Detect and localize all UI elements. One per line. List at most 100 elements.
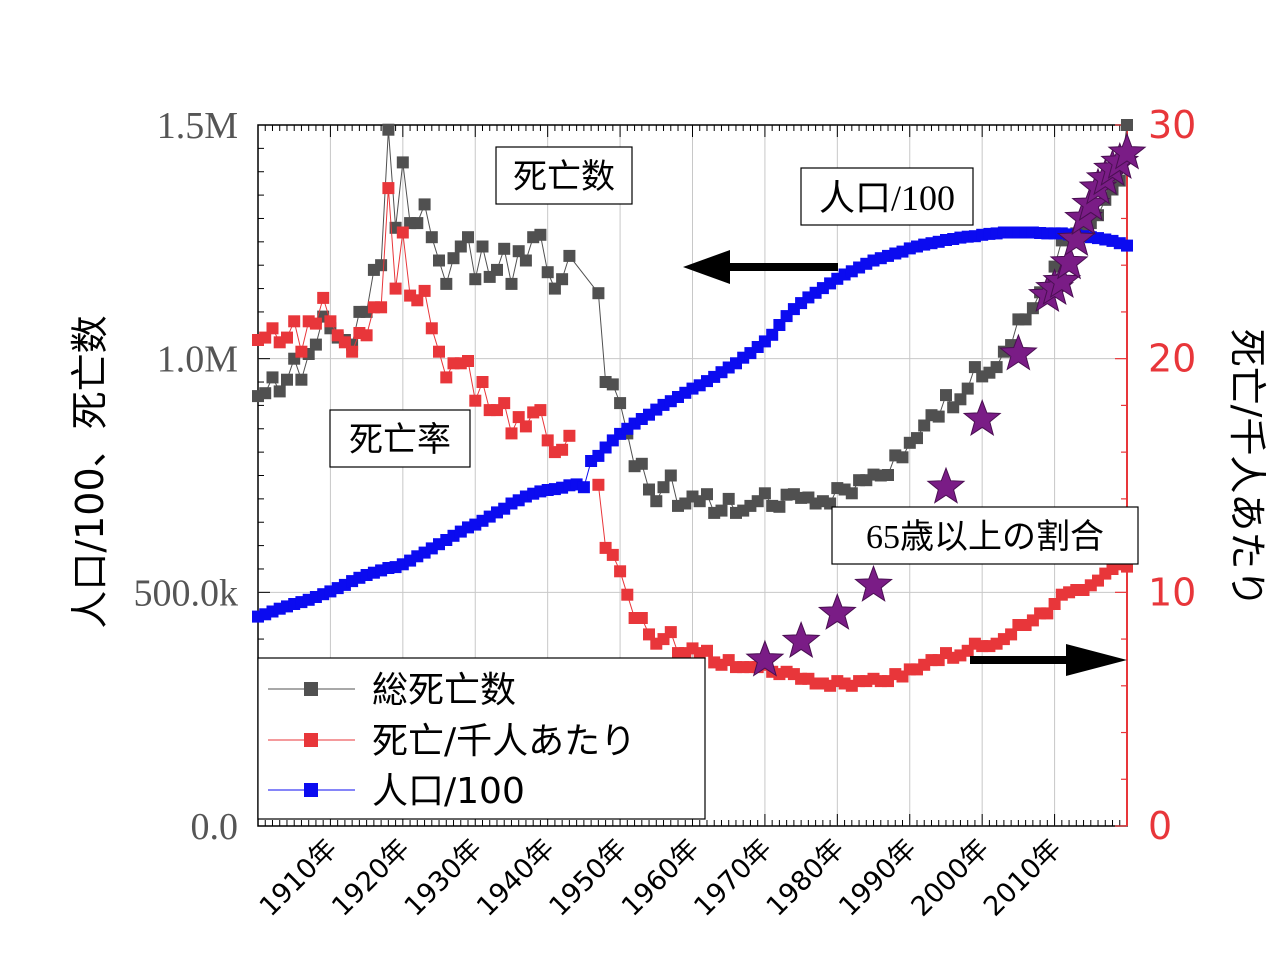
right-tick-label: 30	[1148, 103, 1196, 147]
x-tick-label: 2000年	[906, 833, 996, 923]
data-point-star	[926, 466, 966, 504]
data-point	[1048, 260, 1061, 273]
data-point	[606, 548, 619, 561]
data-point	[382, 123, 395, 136]
series-3	[745, 132, 1147, 677]
data-point	[563, 249, 576, 262]
data-point	[491, 263, 503, 276]
data-point	[635, 612, 648, 624]
data-point	[317, 291, 330, 304]
right-tick-label: 10	[1148, 570, 1196, 614]
data-point-star	[962, 398, 1002, 436]
data-point	[476, 376, 489, 388]
data-point	[266, 371, 279, 384]
data-point	[1041, 607, 1054, 620]
data-point	[556, 273, 569, 286]
left-tick-label: 0.0	[191, 806, 239, 848]
data-point	[773, 500, 786, 513]
data-point	[737, 504, 750, 517]
data-point	[396, 156, 409, 169]
data-point	[375, 301, 388, 314]
x-tick-label: 1930年	[399, 833, 489, 923]
data-point	[288, 315, 301, 328]
data-point	[961, 382, 974, 395]
data-point	[309, 338, 322, 351]
data-point	[845, 487, 858, 500]
x-tick-label: 1950年	[543, 833, 633, 923]
series-layer	[252, 119, 1147, 692]
data-point	[375, 259, 388, 272]
data-point	[592, 478, 605, 491]
data-point	[918, 419, 931, 432]
data-point-star	[1049, 242, 1089, 280]
data-point	[462, 231, 474, 244]
legend-entry-death-rate: 死亡/千人あたり	[268, 721, 636, 762]
data-point	[440, 371, 453, 384]
annotation-death-rate: 死亡率	[329, 409, 471, 468]
series-1	[252, 182, 1133, 692]
annotation-deaths: 死亡数	[495, 146, 633, 205]
data-point	[469, 273, 482, 286]
data-point	[911, 432, 923, 445]
data-point	[519, 254, 532, 267]
legend-label-death-rate: 死亡/千人あたり	[372, 721, 636, 762]
data-point	[418, 198, 431, 211]
x-tick-label: 1960年	[616, 833, 706, 923]
data-point	[360, 329, 373, 342]
data-point	[635, 457, 648, 470]
annotation-death-rate-text: 死亡率	[349, 420, 451, 460]
x-tick-label: 1970年	[688, 833, 778, 923]
left-tick-label: 1.0M	[157, 339, 238, 381]
right-tick-label: 0	[1148, 804, 1172, 848]
data-point-star	[998, 333, 1038, 371]
right-tick-labels: 0 10 20 30	[1148, 103, 1196, 848]
data-point	[309, 317, 322, 330]
data-point	[701, 488, 713, 501]
legend-label-population: 人口/100	[372, 771, 525, 812]
right-tick-label: 20	[1148, 337, 1196, 381]
x-tick-label: 1990年	[833, 833, 923, 923]
data-point	[722, 492, 735, 505]
data-point-star	[1107, 132, 1147, 170]
data-point	[548, 282, 561, 295]
data-point	[657, 481, 670, 494]
legend: 総死亡数 死亡/千人あたり 人口/100	[257, 657, 706, 820]
data-point	[614, 565, 627, 578]
data-point	[389, 282, 402, 295]
data-point	[505, 427, 518, 440]
data-point	[556, 443, 569, 456]
data-point	[1121, 119, 1133, 131]
data-point	[606, 378, 619, 391]
data-point	[498, 242, 511, 255]
data-point	[425, 231, 438, 244]
annotation-elderly-share-text: 65歳以上の割合	[866, 518, 1104, 556]
x-tick-labels: 1910年1920年1930年1940年1950年1960年1970年1980年…	[254, 833, 1068, 923]
data-point	[940, 389, 952, 402]
data-point	[512, 245, 525, 258]
x-tick-label: 1910年	[254, 833, 344, 923]
data-point-star	[1056, 219, 1096, 257]
data-point	[273, 385, 286, 398]
data-point	[643, 628, 655, 641]
data-point	[382, 182, 395, 195]
data-point	[425, 322, 438, 335]
data-point	[281, 373, 293, 386]
legend-label-total-deaths: 総死亡数	[372, 670, 516, 711]
data-point	[758, 487, 771, 500]
data-point	[990, 361, 1003, 374]
data-point	[295, 345, 308, 358]
ticks	[258, 124, 1127, 827]
data-point	[541, 434, 554, 447]
data-point	[338, 336, 351, 349]
data-point	[715, 504, 728, 517]
data-point	[896, 451, 909, 464]
data-point	[650, 495, 663, 508]
arrow-right	[970, 644, 1127, 676]
annotation-elderly-share: 65歳以上の割合	[831, 506, 1139, 565]
data-point	[882, 469, 894, 481]
left-tick-labels: 0.0 500.0k 1.0M 1.5M	[134, 105, 239, 848]
data-point	[266, 322, 279, 335]
data-point	[968, 361, 981, 374]
data-point	[259, 387, 272, 400]
